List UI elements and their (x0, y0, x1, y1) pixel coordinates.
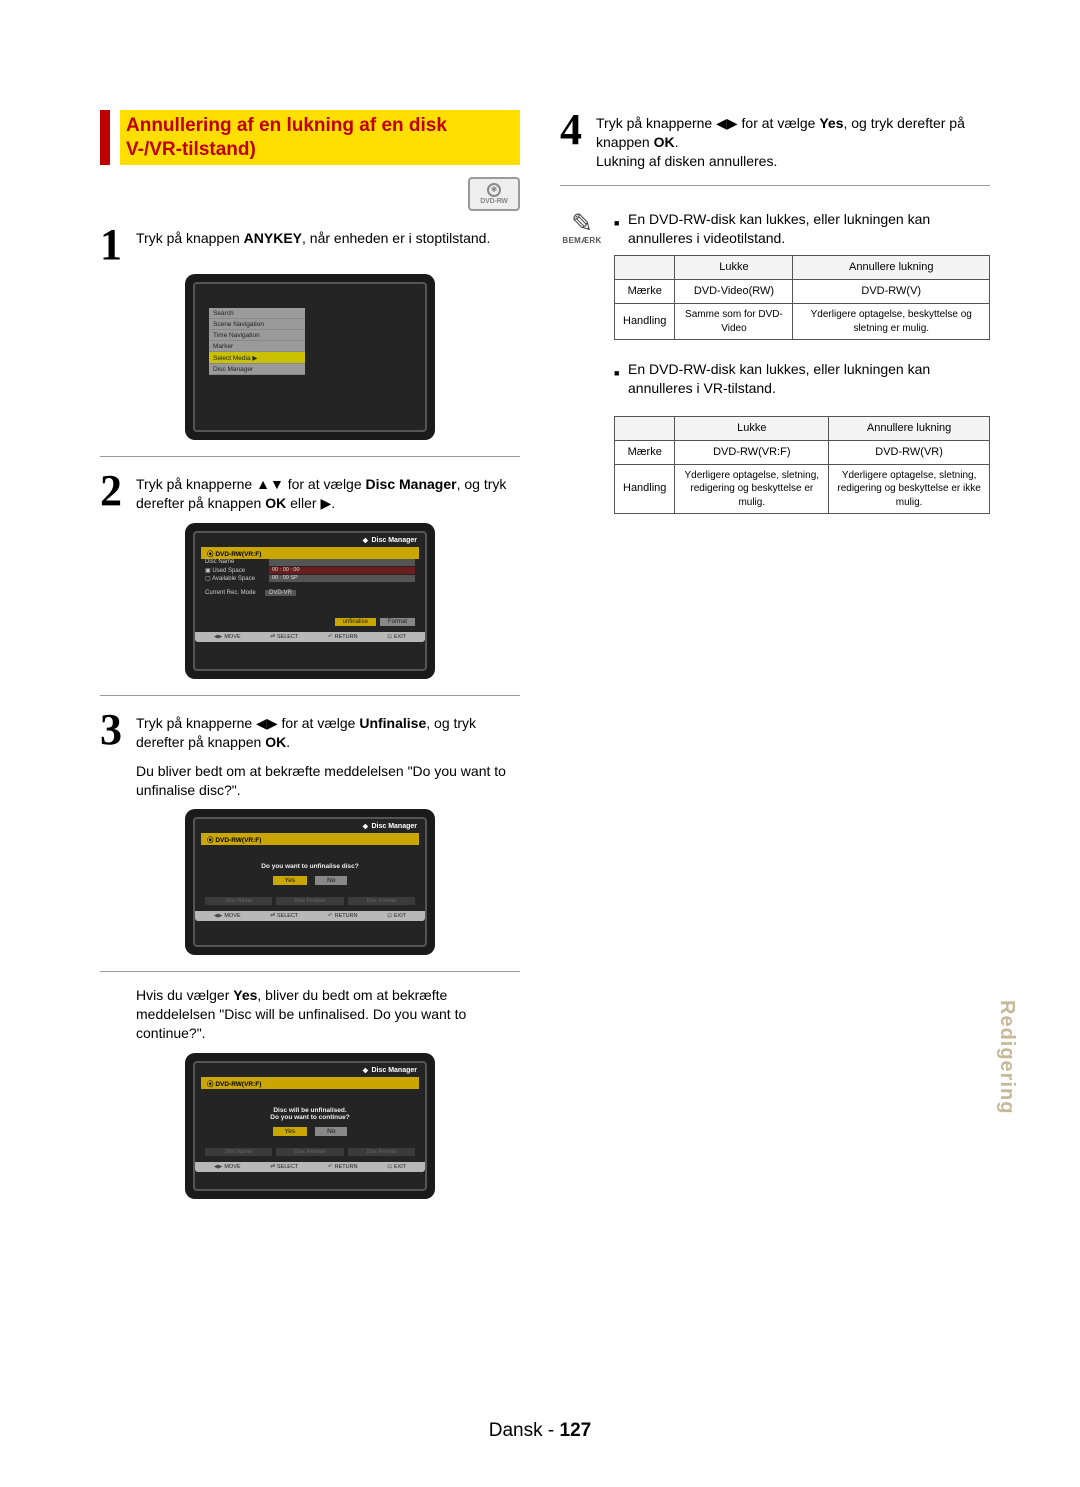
menu-item-selected: Select Media ▶ (209, 352, 305, 364)
note-bullet-2: En DVD-RW-disk kan lukkes, eller lukning… (628, 360, 990, 398)
divider (100, 695, 520, 696)
section-title-line2: V-/VR-tilstand) (126, 139, 256, 160)
dm-header: Disc Manager (195, 1063, 425, 1077)
nav-bar: MOVE SELECT RETURN EXIT (195, 1162, 425, 1172)
dm-header: Disc Manager (195, 819, 425, 833)
side-tab: Redigering (995, 1000, 1018, 1114)
step-3-num: 3 (100, 710, 136, 752)
screen-confirm-continue: Disc Manager ⦿ DVD-RW(VR:F) Disc will be… (185, 1053, 435, 1199)
anykey-menu-list: Search Scene Navigation Time Navigation … (209, 308, 305, 375)
dm-disc-title: ⦿ DVD-RW(VR:F) (201, 1077, 419, 1089)
nav-bar: MOVE SELECT RETURN EXIT (195, 911, 425, 921)
nav-bar: MOVE SELECT RETURN EXIT (195, 632, 425, 642)
menu-item: Time Navigation (209, 330, 305, 341)
right-column: 4 Tryk på knapperne ◀▶ for at vælge Yes,… (560, 110, 990, 1215)
unfinalise-btn: unfinalise (335, 618, 376, 626)
footer-lang: Dansk (489, 1420, 543, 1441)
yes-btn: Yes (273, 1127, 308, 1136)
section-header: Annullering af en lukning af en disk V-/… (100, 110, 520, 165)
dialog-msg2: Disc will be unfinalised. Do you want to… (205, 1107, 415, 1121)
step-1-num: 1 (100, 225, 136, 265)
menu-item: Marker (209, 341, 305, 352)
note-block: ✎ BEMÆRK En DVD-RW-disk kan lukkes, elle… (560, 210, 990, 534)
step-3-after: Du bliver bedt om at bekræfte meddelelse… (136, 762, 520, 800)
format-btn: Format (380, 618, 415, 626)
footer: Dansk - 127 (0, 1420, 1080, 1442)
no-btn: No (315, 1127, 347, 1136)
note-bullet-1: En DVD-RW-disk kan lukkes, eller lukning… (628, 210, 990, 248)
screen-disc-manager: Disc Manager ⦿ DVD-RW(VR:F) Disc Name ▣ … (185, 523, 435, 679)
step-1-text: Tryk på knappen ANYKEY, når enheden er i… (136, 225, 490, 265)
table-vr-mode: LukkeAnnullere lukning MærkeDVD-RW(VR:F)… (614, 416, 990, 514)
footer-page: 127 (560, 1420, 592, 1441)
step-4-num: 4 (560, 110, 596, 171)
menu-item: Scene Navigation (209, 319, 305, 330)
dialog-msg: Do you want to unfinalise disc? (205, 863, 415, 870)
note-icon: ✎ (560, 210, 604, 236)
step-4: 4 Tryk på knapperne ◀▶ for at vælge Yes,… (560, 110, 990, 171)
step-3-text: Tryk på knapperne ◀▶ for at vælge Unfina… (136, 710, 520, 752)
dm-header: Disc Manager (195, 533, 425, 547)
screen-anykey-menu: Search Scene Navigation Time Navigation … (185, 274, 435, 440)
no-btn: No (315, 876, 347, 885)
step-3b-after: Hvis du vælger Yes, bliver du bedt om at… (136, 986, 520, 1043)
step-4-text: Tryk på knapperne ◀▶ for at vælge Yes, o… (596, 110, 990, 171)
left-column: Annullering af en lukning af en disk V-/… (100, 110, 520, 1215)
step-2: 2 Tryk på knapperne ▲▼ for at vælge Disc… (100, 471, 520, 513)
divider (560, 185, 990, 186)
dvd-rw-label: DVD-RW (480, 198, 507, 205)
step-4-after: Lukning af disken annulleres. (596, 153, 777, 169)
step-1: 1 Tryk på knappen ANYKEY, når enheden er… (100, 225, 520, 265)
divider (100, 456, 520, 457)
table-video-mode: LukkeAnnullere lukning MærkeDVD-Video(RW… (614, 255, 990, 340)
step-2-text: Tryk på knapperne ▲▼ for at vælge Disc M… (136, 471, 520, 513)
section-title-line1: Annullering af en lukning af en disk (126, 115, 447, 136)
menu-item: Search (209, 308, 305, 319)
section-title: Annullering af en lukning af en disk V-/… (120, 110, 520, 165)
yes-btn: Yes (273, 876, 308, 885)
menu-item: Disc Manager (209, 364, 305, 375)
dm-disc-title: ⦿ DVD-RW(VR:F) (201, 833, 419, 845)
screen-confirm-unfinalise: Disc Manager ⦿ DVD-RW(VR:F) Do you want … (185, 809, 435, 955)
step-2-num: 2 (100, 471, 136, 513)
dm-disc-title: ⦿ DVD-RW(VR:F) (201, 547, 419, 559)
note-label: BEMÆRK (560, 236, 604, 245)
dvd-rw-badge: ✱ DVD-RW (100, 177, 520, 211)
step-3: 3 Tryk på knapperne ◀▶ for at vælge Unfi… (100, 710, 520, 752)
section-red-bar (100, 110, 110, 165)
divider (100, 971, 520, 972)
